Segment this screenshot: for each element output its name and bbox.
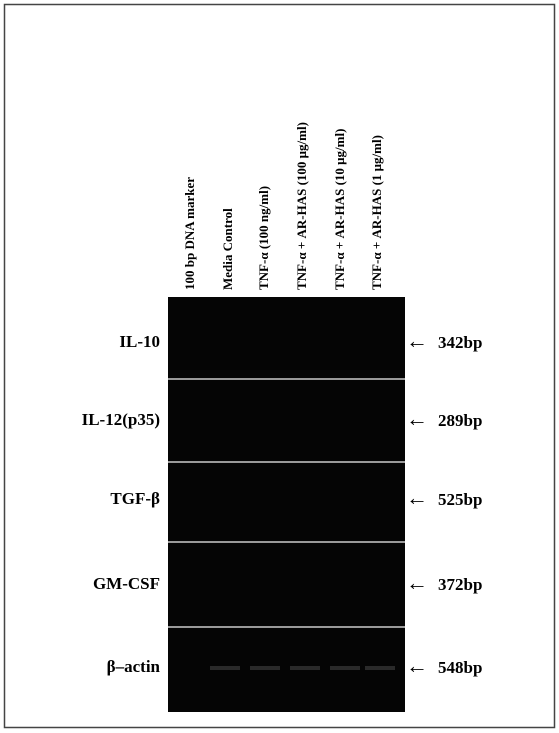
arrow: ← (406, 328, 428, 353)
gel (168, 297, 405, 712)
faint-bands (210, 666, 395, 670)
lane-label: TNF-α (100 ng/ml) (256, 186, 271, 290)
row-label: IL-12(p35) (82, 410, 160, 429)
arrow: ← (406, 485, 428, 510)
arrow: ← (406, 406, 428, 431)
row-label: GM-CSF (93, 574, 160, 593)
band (330, 666, 360, 670)
band-size: 548bp (438, 658, 482, 677)
lane-label: 100 bp DNA marker (182, 177, 197, 290)
band (290, 666, 320, 670)
band (210, 666, 240, 670)
band-size: 342bp (438, 333, 482, 352)
lane-label: TNF-α + AR-HAS (1 μg/ml) (369, 135, 384, 290)
band-size: 372bp (438, 575, 482, 594)
figure: 100 bp DNA marker Media Control TNF-α (100… (0, 0, 559, 733)
band-size: 525bp (438, 490, 482, 509)
band-size: 289bp (438, 411, 482, 430)
row-label: IL-10 (119, 332, 160, 351)
lane-label: TNF-α + AR-HAS (100 μg/ml) (294, 122, 309, 290)
row-label: TGF-β (110, 489, 160, 508)
lane-label: Media Control (220, 208, 235, 290)
band (250, 666, 280, 670)
lane-label: TNF-α + AR-HAS (10 μg/ml) (332, 129, 347, 290)
arrow: ← (406, 570, 428, 595)
band (365, 666, 395, 670)
row-label: β–actin (107, 657, 161, 676)
arrow: ← (406, 653, 428, 678)
